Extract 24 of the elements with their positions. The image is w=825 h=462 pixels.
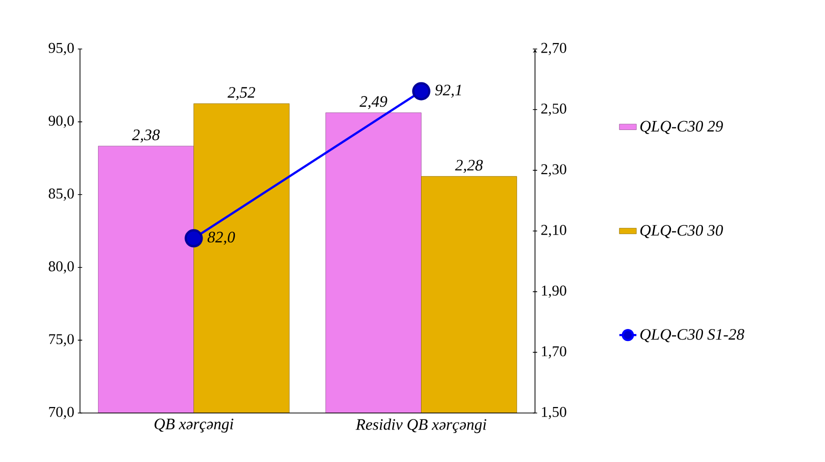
y2-tick-label: 1,50	[542, 406, 566, 420]
data-label: 82,0	[208, 232, 235, 245]
y2-tick-label: 1,70	[542, 346, 566, 358]
y2-tick-label: 2,50	[541, 104, 566, 116]
data-label: 92,1	[435, 84, 461, 98]
y2-tick-label: 2,30	[541, 164, 566, 176]
y-tick-label: 95,0	[48, 42, 74, 56]
legend-label: QLQ-C30 S1-28	[640, 329, 744, 342]
x-tick-label: Residiv QB xərçəngi	[356, 418, 486, 434]
y2-tick-label: 1,90	[542, 286, 566, 298]
legend-label: QLQ-C30 29	[640, 120, 723, 134]
x-tick-label: QB xərçəngi	[154, 418, 234, 433]
legend-label: QLQ-C30 30	[640, 224, 723, 238]
y-tick-label: 85,0	[48, 188, 74, 201]
y-tick-label: 75,0	[49, 334, 74, 346]
y-tick-label: 70,0	[49, 406, 74, 420]
y-tick-label: 90,0	[48, 116, 74, 128]
y2-tick-label: 2,70	[541, 42, 566, 56]
data-label: 2,38	[132, 129, 160, 143]
y2-tick-label: 2,10	[541, 224, 566, 238]
data-label: 2,52	[228, 87, 256, 100]
data-label: 2,28	[455, 160, 483, 173]
y-tick-label: 80,0	[48, 261, 74, 274]
data-label: 2,49	[360, 96, 388, 110]
